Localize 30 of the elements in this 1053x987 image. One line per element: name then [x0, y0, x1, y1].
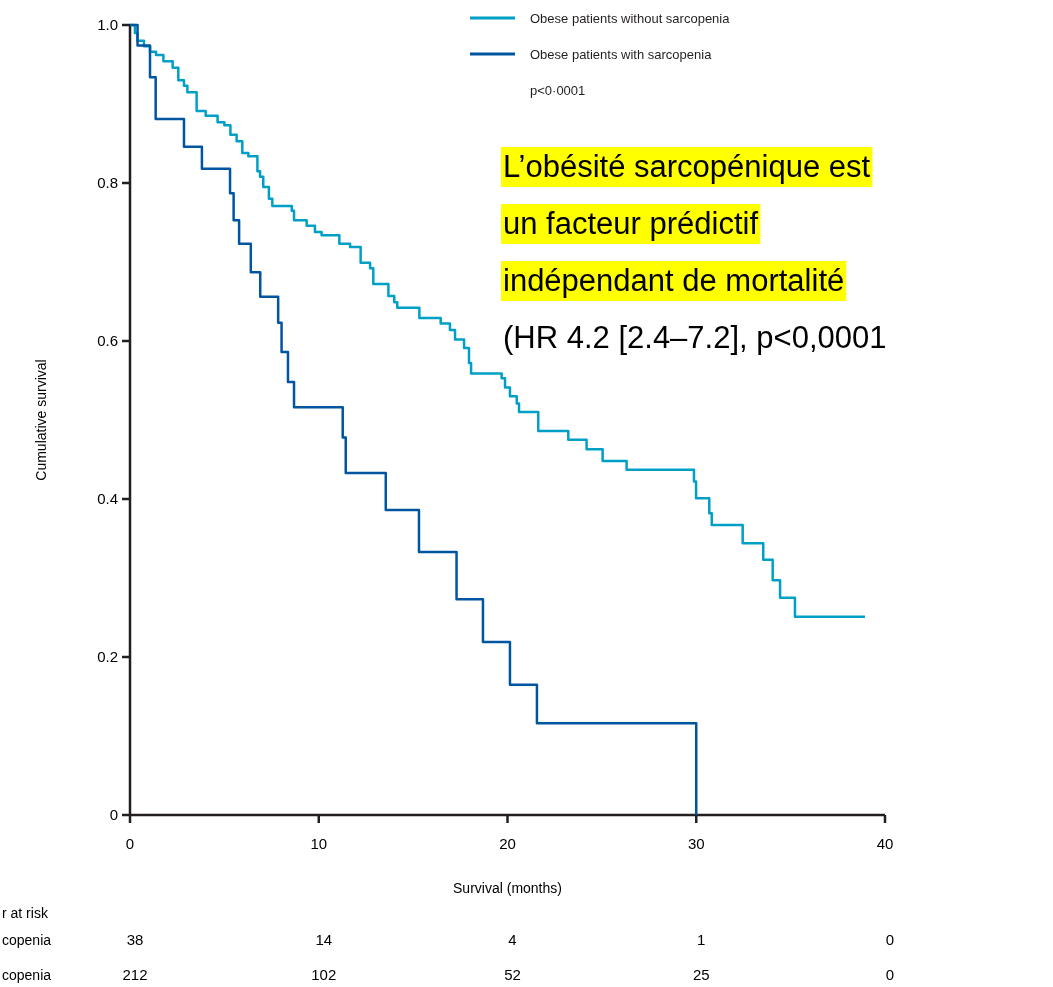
x-tick-label: 40: [876, 835, 894, 852]
text: copenia: [2, 932, 52, 948]
y-tick-label: 0: [109, 806, 118, 824]
legend-label: Obese patients with sarcopenia: [530, 46, 713, 62]
y-tick-label: 0.6: [97, 332, 118, 350]
text: 38: [126, 931, 144, 948]
x-tick-label: 20: [499, 835, 516, 852]
annotation: p<0·0001: [530, 82, 586, 98]
x-tick-label: 10: [310, 835, 328, 852]
text: 14: [315, 931, 333, 948]
y-tick-label: 1.0: [97, 16, 118, 34]
text: 0: [885, 966, 895, 983]
text: 0: [885, 931, 895, 948]
text: copenia: [2, 967, 52, 983]
text: 4: [508, 931, 517, 948]
x-axis-title: Survival (months): [453, 880, 562, 896]
x-tick-label: 0: [125, 835, 135, 852]
y-tick-label: 0.4: [97, 490, 118, 508]
text: 1: [697, 931, 706, 948]
text: 102: [311, 966, 337, 983]
text: 25: [692, 966, 710, 983]
y-axis-title: Cumulative survival: [33, 359, 49, 481]
legend-label: Obese patients without sarcopenia: [530, 10, 731, 26]
y-tick-label: 0.2: [97, 648, 118, 666]
text: 52: [504, 966, 521, 983]
y-tick-label: 0.8: [97, 174, 118, 192]
text: 212: [122, 966, 148, 983]
text: r at risk: [2, 905, 49, 921]
x-tick-label: 30: [687, 835, 705, 852]
annotation: (HR 4.2 [2.4–7.2], p<0,0001: [503, 320, 887, 355]
